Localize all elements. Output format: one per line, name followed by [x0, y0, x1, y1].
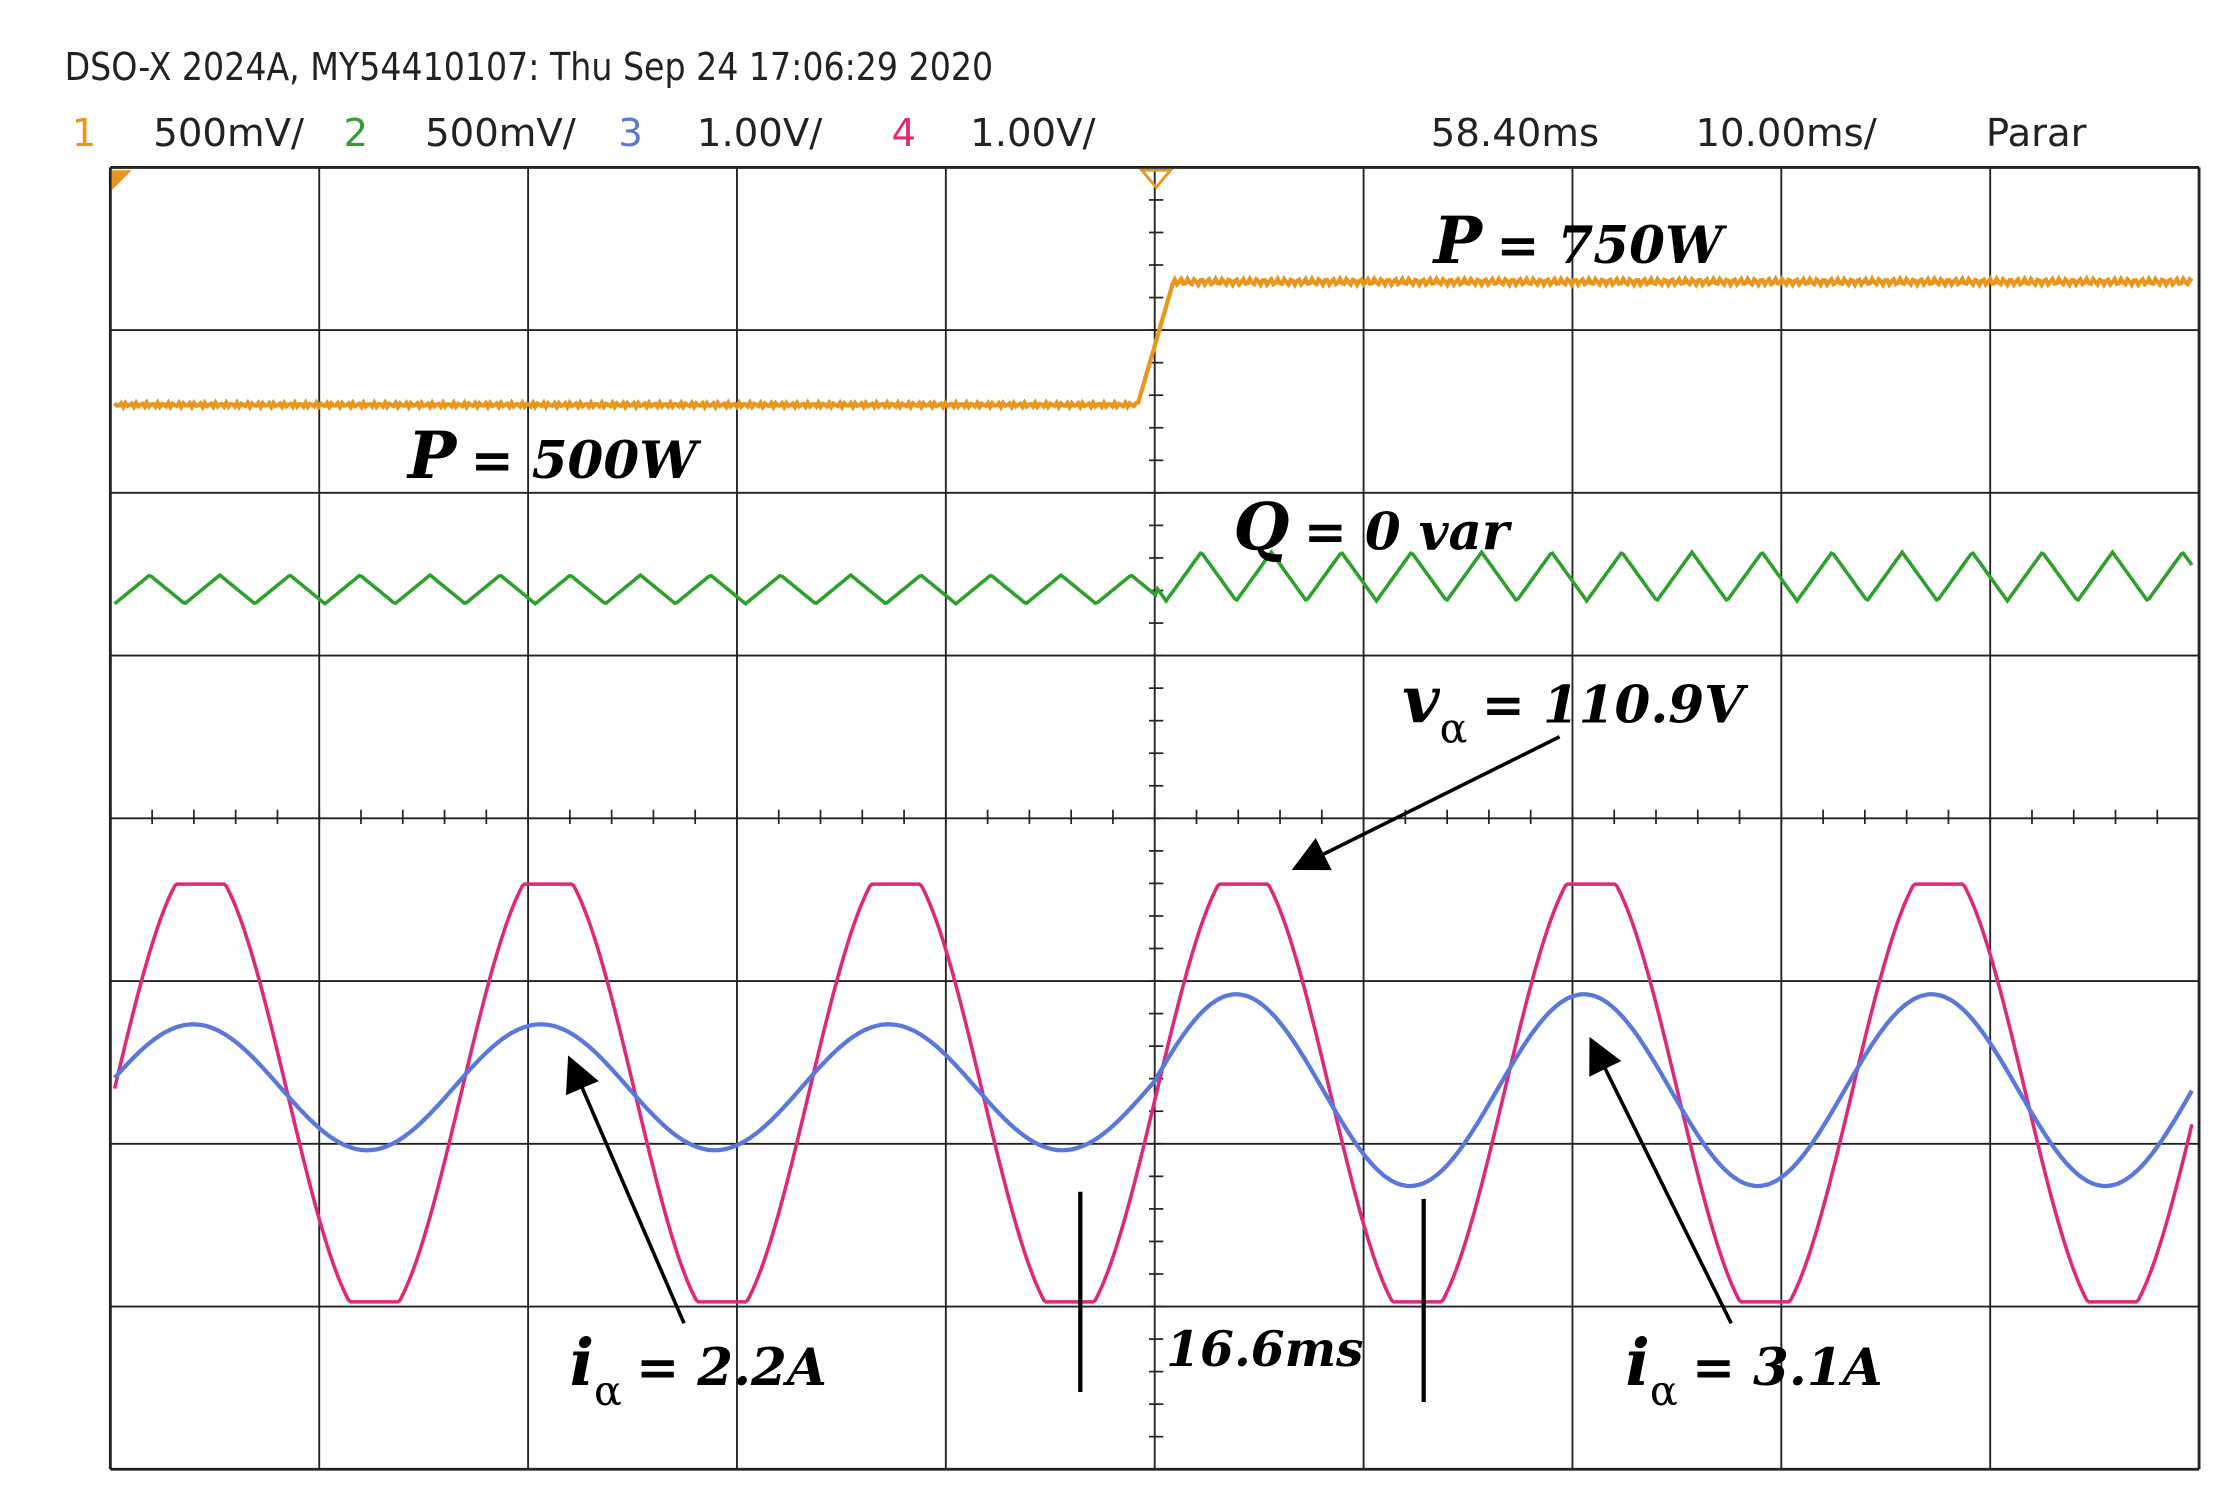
text: = 3.1A	[1692, 1338, 1883, 1398]
channel-number: 4	[891, 111, 916, 156]
annotation: P = 750W	[1432, 204, 1728, 279]
symbol: i	[1625, 1326, 1649, 1401]
channel-scale: 500mV/	[425, 111, 577, 156]
channel-scale: 1.00V/	[970, 111, 1096, 156]
subscript: α	[1650, 1367, 1678, 1415]
waveform	[113, 549, 2194, 607]
annotation: iα = 3.1A	[1625, 1326, 1882, 1415]
annotation: Q = 0 var	[1233, 490, 1513, 565]
symbol: Q	[1233, 490, 1289, 565]
text: = 500W	[471, 431, 703, 491]
waveform	[112, 882, 2194, 1304]
annotation: 16.6ms	[1166, 1321, 1363, 1378]
graticule	[108, 165, 2201, 1471]
channel-scale: 1.00V/	[697, 111, 823, 156]
channel-number: 1	[72, 111, 97, 156]
annotation: iα = 2.2A	[570, 1326, 827, 1415]
waveforms	[112, 274, 2194, 1304]
ch1-marker	[111, 170, 132, 191]
trigger-marker	[1138, 168, 1174, 190]
arrow	[565, 1055, 686, 1325]
subscript: α	[1440, 704, 1468, 752]
channel-number: 3	[618, 111, 643, 156]
symbol: i	[570, 1326, 594, 1401]
arrow	[1589, 1036, 1733, 1325]
subscript: α	[594, 1367, 622, 1415]
text: = 750W	[1496, 216, 1728, 276]
text: = 110.9V	[1482, 675, 1749, 735]
channel-scale: 500mV/	[153, 111, 305, 156]
text: = 0 var	[1304, 502, 1513, 562]
waveform	[113, 274, 2194, 412]
annotation: vα = 110.9V	[1402, 663, 1749, 752]
status: Parar	[1986, 111, 2087, 156]
symbol: v	[1402, 663, 1440, 738]
annotation: P = 500W	[406, 419, 702, 494]
text: = 2.2A	[636, 1338, 827, 1398]
text: 16.6ms	[1166, 1321, 1363, 1378]
timebase: 10.00ms/	[1695, 111, 1877, 156]
header-title: DSO-X 2024A, MY54410107: Thu Sep 24 17:0…	[65, 46, 994, 90]
arrow	[1291, 735, 1561, 871]
symbol: P	[1432, 204, 1484, 279]
channel-row: 1 500mV/2 500mV/3 1.00V/4 1.00V/	[72, 111, 1097, 156]
waveform	[113, 992, 2194, 1189]
delay: 58.40ms	[1431, 111, 1599, 156]
symbol: P	[406, 419, 458, 494]
channel-number: 2	[344, 111, 369, 156]
